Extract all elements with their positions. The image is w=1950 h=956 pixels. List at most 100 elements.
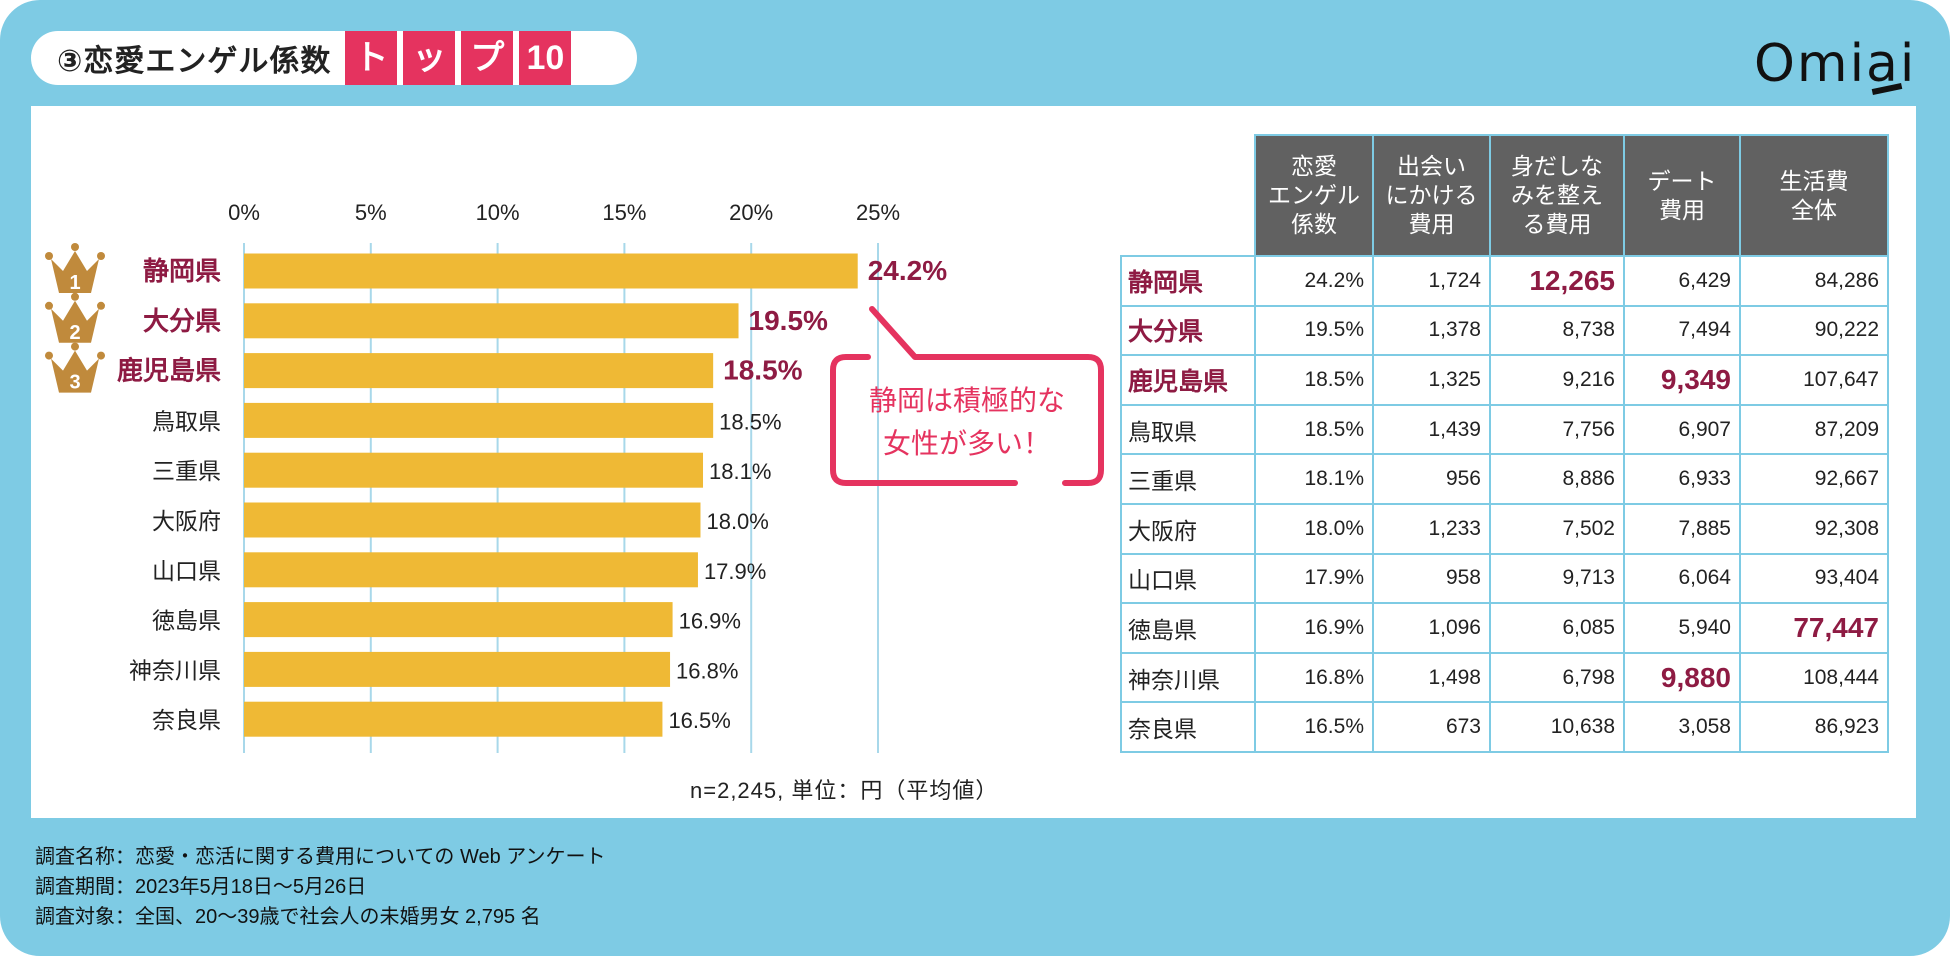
rank-number: 1	[69, 272, 80, 294]
column-header: 生活費 全体	[1739, 134, 1889, 257]
value-cell: 17.9%	[1254, 552, 1374, 605]
title-highlight-char: 10	[519, 31, 572, 85]
crown-jewel	[71, 292, 79, 301]
x-tick-label: 0%	[228, 200, 260, 225]
callout-text: 女性が多い！	[883, 428, 1051, 459]
value-cell: 1,325	[1372, 354, 1491, 406]
crown-jewel	[45, 301, 53, 310]
crown-jewel	[71, 342, 79, 351]
table-row: 山口県 17.9% 958 9,713 6,064 93,404	[1120, 552, 1889, 605]
column-header: 恋愛 エンゲル 係数	[1254, 134, 1374, 257]
survey-period: 調査期間：2023年5月18日〜5月26日	[35, 876, 367, 898]
value-cell: 7,502	[1489, 502, 1625, 555]
crown-jewel	[45, 252, 53, 260]
value-cell: 12,265	[1489, 255, 1625, 307]
value-cell: 87,209	[1739, 403, 1889, 456]
value-cell: 1,378	[1372, 304, 1491, 357]
prefecture-cell: 徳島県	[1120, 602, 1256, 654]
prefecture-cell: 鳥取県	[1120, 403, 1256, 456]
value-label: 18.0%	[706, 509, 768, 534]
category-label: 奈良県	[152, 707, 221, 733]
value-label: 18.5%	[719, 409, 781, 434]
crown-icon	[51, 251, 99, 293]
bar	[244, 402, 714, 438]
bar	[244, 502, 701, 538]
value-cell: 18.0%	[1254, 502, 1374, 555]
value-cell: 107,647	[1739, 354, 1889, 406]
column-header-line: 身だしな	[1511, 153, 1603, 179]
value-cell: 956	[1372, 453, 1491, 505]
value-label: 19.5%	[749, 305, 828, 336]
bar	[244, 353, 714, 389]
value-cell: 1,724	[1372, 255, 1491, 307]
survey-name: 調査名称：恋愛・恋活に関する費用についての Web アンケート	[35, 846, 606, 868]
category-label: 鳥取県	[152, 408, 221, 434]
category-label: 大分県	[143, 306, 221, 336]
value-cell: 7,494	[1623, 304, 1741, 357]
value-cell: 6,798	[1489, 651, 1625, 704]
value-cell: 92,667	[1739, 453, 1889, 505]
value-label: 16.8%	[676, 658, 738, 683]
value-cell: 6,933	[1623, 453, 1741, 505]
value-label: 24.2%	[868, 255, 947, 286]
value-label: 18.1%	[709, 459, 771, 484]
value-cell: 6,907	[1623, 403, 1741, 456]
value-label: 17.9%	[704, 559, 766, 584]
value-cell: 24.2%	[1254, 255, 1374, 307]
value-cell: 9,880	[1623, 651, 1741, 704]
callout-text: 静岡は積極的な	[869, 385, 1065, 416]
value-cell: 1,439	[1372, 403, 1491, 456]
column-header-line: みを整え	[1511, 182, 1603, 208]
value-cell: 1,233	[1372, 502, 1491, 555]
value-cell: 108,444	[1739, 651, 1889, 704]
title-highlight-char: ト	[345, 31, 398, 85]
title-text: ③恋愛エンゲル係数	[57, 45, 332, 78]
value-cell: 90,222	[1739, 304, 1889, 357]
crown-jewel	[97, 252, 105, 260]
x-tick-label: 10%	[476, 200, 520, 225]
table-row: 大阪府 18.0% 1,233 7,502 7,885 92,308	[1120, 502, 1889, 555]
value-cell: 16.9%	[1254, 602, 1374, 654]
value-cell: 8,738	[1489, 304, 1625, 357]
value-label: 18.5%	[723, 355, 802, 386]
category-label: 大阪府	[152, 508, 221, 534]
value-cell: 18.5%	[1254, 403, 1374, 456]
column-header: 出会い にかける 費用	[1372, 134, 1491, 257]
bar	[244, 452, 704, 488]
value-label: 16.5%	[668, 708, 730, 733]
category-label: 三重県	[152, 458, 221, 484]
crown-jewel	[45, 351, 53, 360]
category-label: 山口県	[152, 558, 221, 584]
value-cell: 18.1%	[1254, 453, 1374, 505]
value-cell: 1,096	[1372, 602, 1491, 654]
title-banner: ③恋愛エンゲル係数 ト ッ プ 10	[31, 31, 637, 85]
value-cell: 958	[1372, 552, 1491, 605]
column-header-line: 費用	[1408, 211, 1455, 237]
rank-number: 2	[69, 322, 80, 344]
value-cell: 6,085	[1489, 602, 1625, 654]
prefecture-cell: 鹿児島県	[1120, 354, 1256, 406]
value-cell: 9,349	[1623, 354, 1741, 406]
value-cell: 93,404	[1739, 552, 1889, 605]
value-cell: 9,216	[1489, 354, 1625, 406]
column-header-line: デート	[1647, 167, 1717, 194]
survey-target: 調査対象：全国、20〜39歳で社会人の未婚男女 2,795 名	[35, 906, 541, 928]
table-row: 静岡県 24.2% 1,724 12,265 6,429 84,286	[1120, 255, 1889, 307]
value-label: 16.9%	[679, 609, 741, 634]
bar	[244, 253, 858, 289]
value-cell: 92,308	[1739, 502, 1889, 555]
value-cell: 7,885	[1623, 502, 1741, 555]
value-cell: 8,886	[1489, 453, 1625, 505]
column-header-line: 出会い	[1397, 153, 1466, 179]
crown-icon	[51, 350, 99, 393]
column-header: 身だしな みを整え る費用	[1489, 134, 1625, 257]
bar	[244, 651, 671, 687]
prefecture-cell: 奈良県	[1120, 701, 1256, 753]
bar	[244, 303, 739, 339]
value-cell: 84,286	[1739, 255, 1889, 307]
value-cell: 16.8%	[1254, 651, 1374, 704]
title-highlight-char: ッ	[403, 31, 456, 85]
prefecture-cell: 神奈川県	[1120, 651, 1256, 704]
x-tick-label: 20%	[729, 200, 773, 225]
prefecture-cell: 三重県	[1120, 453, 1256, 505]
